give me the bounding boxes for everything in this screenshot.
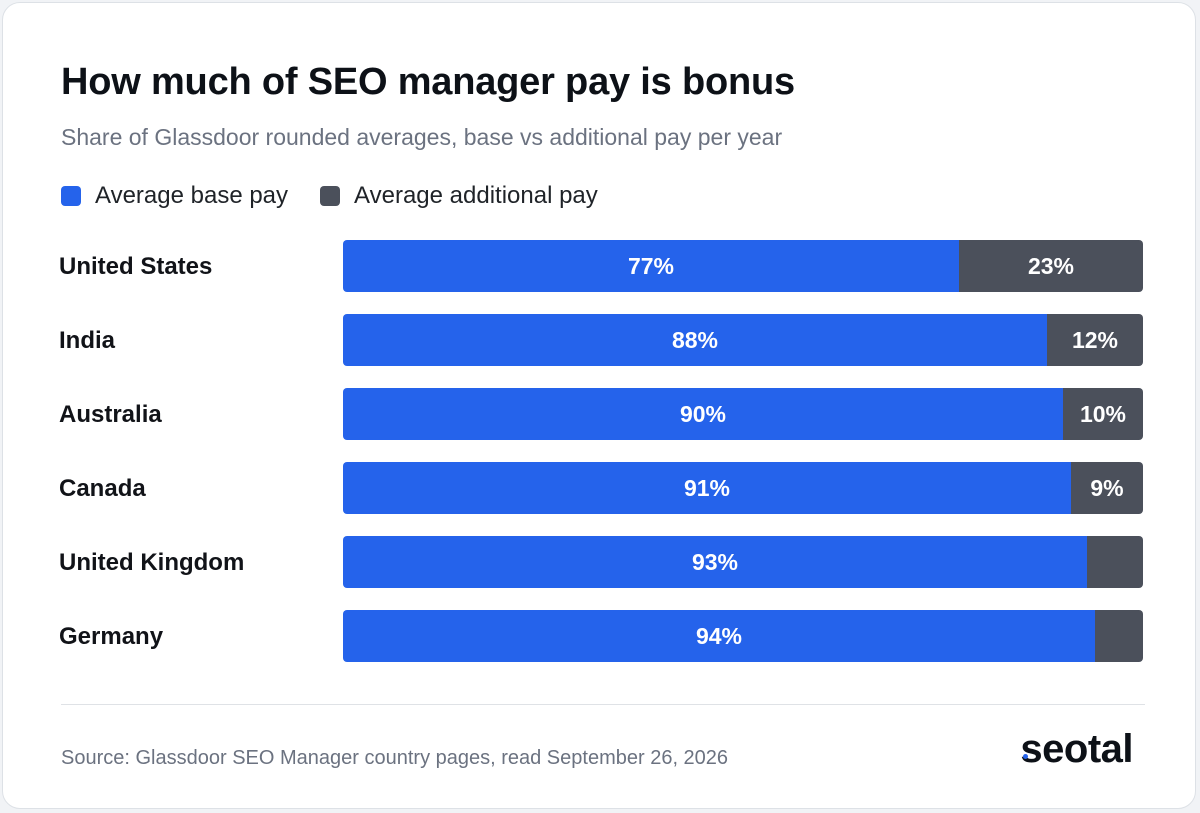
category-label-canada: Canada <box>59 475 146 502</box>
bar-group-united-kingdom <box>343 536 1143 588</box>
bar-segment-base-canada <box>343 462 1071 514</box>
bar-group-united-states <box>343 240 1143 292</box>
chart-subtitle: Share of Glassdoor rounded averages, bas… <box>61 124 783 150</box>
legend-item-additional: Average additional pay <box>320 182 598 210</box>
bar-chart: United States 77% 23% India 88% 12% Australia 9… <box>59 240 1143 662</box>
logo-accent-dot <box>1023 754 1029 759</box>
bar-value-label-base-united-states: 77% <box>628 253 674 279</box>
bar-segment-base-germany <box>343 610 1095 662</box>
bar-segment-additional-canada <box>1071 462 1143 514</box>
bar-group-australia <box>343 388 1143 440</box>
category-label-united-kingdom: United Kingdom <box>59 549 244 576</box>
category-label-australia: Australia <box>59 401 162 428</box>
bar-segment-base-india <box>343 314 1047 366</box>
bar-segment-additional-united-states <box>959 240 1143 292</box>
legend-label-base: Average base pay <box>95 182 289 209</box>
category-label-india: India <box>59 327 116 354</box>
bar-segment-base-united-kingdom <box>343 536 1087 588</box>
bar-segment-additional-germany <box>1095 610 1143 662</box>
bar-segment-additional-india <box>1047 314 1143 366</box>
bar-value-label-additional-canada: 9% <box>1090 475 1123 501</box>
bar-group-india <box>343 314 1143 366</box>
bar-group-germany <box>343 610 1143 662</box>
bar-value-label-additional-united-states: 23% <box>1028 253 1074 279</box>
legend-label-additional: Average additional pay <box>354 182 598 209</box>
bar-segment-additional-united-kingdom <box>1087 536 1143 588</box>
source-note: Source: Glassdoor SEO Manager country pa… <box>61 747 729 769</box>
footer-divider <box>61 704 1145 705</box>
legend-swatch-base <box>61 186 81 206</box>
legend: Average base pay Average additional pay <box>61 182 630 210</box>
bar-value-label-additional-india: 12% <box>1072 327 1118 353</box>
bar-group-canada <box>343 462 1143 514</box>
legend-swatch-additional <box>320 186 341 206</box>
bar-value-label-base-india: 88% <box>672 327 718 353</box>
bar-segment-base-united-states <box>343 240 959 292</box>
bar-segment-base-australia <box>343 388 1063 440</box>
bar-value-label-base-united-kingdom: 93% <box>692 549 738 575</box>
brand-logo: seotal <box>1020 727 1133 772</box>
bar-segment-additional-australia <box>1063 388 1143 440</box>
chart-title: How much of SEO manager pay is bonus <box>61 61 795 103</box>
bar-value-label-additional-australia: 10% <box>1080 401 1126 427</box>
bar-value-label-base-australia: 90% <box>680 401 726 427</box>
bar-value-label-base-canada: 91% <box>684 475 730 501</box>
legend-item-base: Average base pay <box>61 182 288 210</box>
category-label-germany: Germany <box>59 623 164 650</box>
category-label-united-states: United States <box>59 253 212 280</box>
logo-text: seotal <box>1020 727 1133 771</box>
bar-value-label-base-germany: 94% <box>696 623 742 649</box>
